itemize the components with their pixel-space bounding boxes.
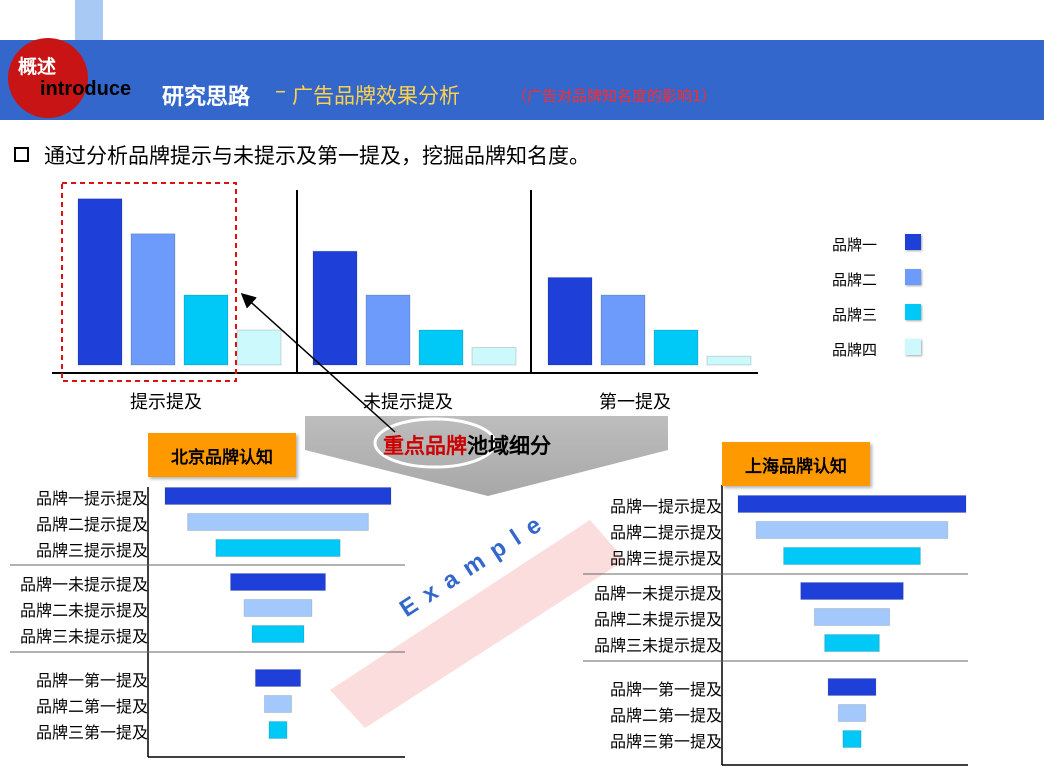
category-label: 提示提及 xyxy=(130,392,202,413)
funnel-bar xyxy=(813,608,891,626)
highlight-box xyxy=(61,182,237,382)
bar-品牌四-提示提及 xyxy=(236,329,282,366)
funnel-category-label: 品牌一提示提及 xyxy=(609,497,722,516)
bar-品牌二-未提示提及 xyxy=(365,294,411,366)
funnel-bar xyxy=(164,487,392,505)
funnel-category-label: 品牌一未提示提及 xyxy=(593,584,722,603)
funnel-bar xyxy=(243,599,313,617)
funnel-bar xyxy=(268,721,288,739)
legend-swatch xyxy=(905,339,921,355)
highlight-ellipse xyxy=(373,417,497,469)
bar-品牌二-提示提及 xyxy=(130,233,176,366)
bar-品牌一-提示提及 xyxy=(77,198,123,366)
funnel-category-label: 品牌三提示提及 xyxy=(35,541,148,560)
funnel-category-label: 品牌三未提示提及 xyxy=(19,627,148,646)
header-bar xyxy=(0,40,1044,120)
funnel-category-label: 品牌三未提示提及 xyxy=(593,636,722,655)
funnel-bar xyxy=(215,539,341,557)
category-label: 第一提及 xyxy=(599,392,671,413)
funnel-category-label: 品牌二提示提及 xyxy=(35,515,148,534)
page-title: 研究思路 xyxy=(162,85,251,110)
funnel-bar xyxy=(800,582,904,600)
funnel-category-label: 品牌二第一提及 xyxy=(609,706,722,725)
bar-品牌一-第一提及 xyxy=(547,277,593,366)
legend-label: 品牌一 xyxy=(832,236,878,254)
legend-label: 品牌三 xyxy=(832,306,878,324)
funnel-bar xyxy=(842,730,862,748)
watermark-band xyxy=(330,520,625,728)
funnel-bar xyxy=(263,695,293,713)
page-subtitle: 广告品牌效果分析 xyxy=(292,84,460,108)
section-logo xyxy=(8,38,88,118)
funnel-bar xyxy=(783,547,921,565)
funnel-category-label: 品牌二提示提及 xyxy=(609,523,722,542)
legend-label: 品牌四 xyxy=(832,341,878,359)
bullet-checkbox-icon xyxy=(14,147,29,162)
bar-品牌二-第一提及 xyxy=(600,294,646,366)
category-label: 未提示提及 xyxy=(363,392,453,413)
funnel-bar xyxy=(187,513,369,531)
funnel-category-label: 品牌二未提示提及 xyxy=(593,610,722,629)
legend-label: 品牌二 xyxy=(832,271,878,289)
header-decoration xyxy=(52,0,74,40)
funnel-category-label: 品牌一第一提及 xyxy=(609,680,722,699)
bar-品牌四-未提示提及 xyxy=(471,347,517,366)
introduce-label: introduce xyxy=(40,78,132,100)
legend-swatch xyxy=(905,234,921,250)
bar-品牌三-第一提及 xyxy=(653,329,699,366)
funnel-bar xyxy=(251,625,305,643)
shanghai-title-badge: 上海品牌认知 xyxy=(722,442,870,486)
funnel-bar xyxy=(254,669,302,687)
funnel-bar xyxy=(827,678,877,696)
funnel-category-label: 品牌二未提示提及 xyxy=(19,601,148,620)
legend-swatch xyxy=(905,304,921,320)
beijing-title-badge: 北京品牌认知 xyxy=(148,433,296,477)
funnel-banner-rest: 池域细分 xyxy=(467,434,551,458)
funnel-category-label: 品牌二第一提及 xyxy=(35,697,148,716)
funnel-bar xyxy=(837,704,867,722)
funnel-category-label: 品牌三提示提及 xyxy=(609,549,722,568)
bar-品牌一-未提示提及 xyxy=(312,250,358,366)
funnel-banner-highlight: 重点品牌 xyxy=(383,434,467,458)
title-separator: – xyxy=(275,79,286,104)
bar-品牌三-未提示提及 xyxy=(418,329,464,366)
funnel-category-label: 品牌三第一提及 xyxy=(35,723,148,742)
funnel-bar xyxy=(737,495,967,513)
bullet-text: 通过分析品牌提示与未提示及第一提及，挖掘品牌知名度。 xyxy=(44,144,590,168)
bar-品牌四-第一提及 xyxy=(706,355,752,366)
funnel-category-label: 品牌一提示提及 xyxy=(35,489,148,508)
funnel-banner-text: 重点品牌池域细分 xyxy=(383,430,551,460)
funnel-category-label: 品牌三第一提及 xyxy=(609,732,722,751)
funnel-bar xyxy=(230,573,326,591)
funnel-bar xyxy=(824,634,880,652)
title-note: （广告对品牌知名度的影响1） xyxy=(512,87,717,105)
pointer-arrow xyxy=(240,292,396,433)
funnel-bar xyxy=(755,521,949,539)
funnel-category-label: 品牌一未提示提及 xyxy=(19,575,148,594)
funnel-category-label: 品牌一第一提及 xyxy=(35,671,148,690)
bar-品牌三-提示提及 xyxy=(183,294,229,366)
logo-text: 概述 xyxy=(18,56,57,78)
legend-swatch xyxy=(905,269,921,285)
